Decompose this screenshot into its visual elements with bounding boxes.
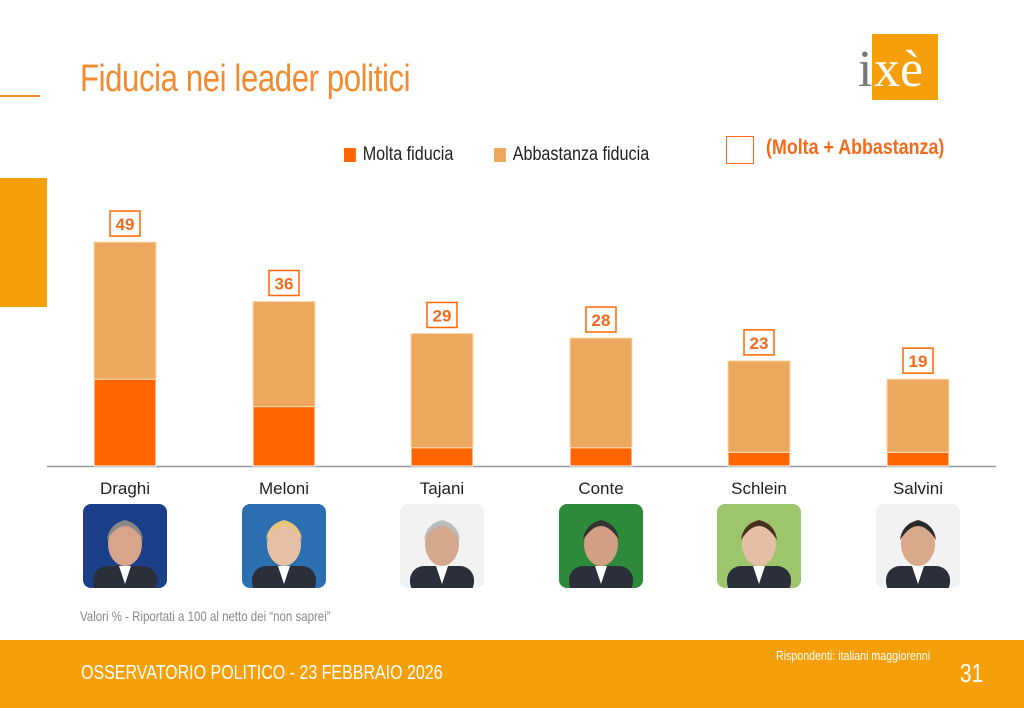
bar-molta-meloni: [252, 406, 316, 467]
total-label-box: [109, 210, 141, 237]
leader-photo-schlein: [717, 504, 801, 588]
bar-abbastanza-draghi: [93, 241, 157, 380]
leader-photo-draghi: [83, 504, 167, 588]
total-label-salvini: 19: [909, 352, 928, 371]
leader-name-schlein: Schlein: [731, 479, 787, 498]
bar-abbastanza-tajani: [410, 332, 474, 449]
bar-abbastanza-meloni: [252, 300, 316, 408]
bar-molta-schlein: [727, 451, 791, 467]
total-label-box: [426, 301, 458, 329]
page-number: 31: [960, 658, 984, 688]
legend-swatch-abbastanza: [494, 148, 506, 162]
page-title: Fiducia nei leader politici: [80, 58, 411, 100]
leader-name-conte: Conte: [578, 479, 624, 498]
leader-name-meloni: Meloni: [258, 479, 310, 498]
total-label-box: [585, 306, 617, 333]
total-label-box: [268, 269, 300, 297]
leader-name-tajani: Tajani: [419, 479, 465, 498]
legend-molta: Molta fiducia: [344, 144, 453, 166]
bar-molta-draghi: [93, 378, 157, 467]
total-label-meloni: 36: [275, 274, 294, 293]
bar-abbastanza-conte: [569, 337, 633, 449]
footer-title: OSSERVATORIO POLITICO - 23 FEBBRAIO 2026: [81, 662, 443, 684]
leader-photo-tajani: [400, 504, 484, 588]
leader-photo-meloni: [242, 504, 326, 588]
side-accent-block: [0, 178, 47, 307]
svg-text:i: i: [858, 41, 872, 98]
legend-swatch-molta: [344, 148, 356, 162]
bar-molta-salvini: [886, 451, 950, 467]
legend-label-abbastanza: Abbastanza fiducia: [512, 144, 650, 165]
bar-abbastanza-salvini: [886, 378, 950, 453]
footer-bar: [0, 640, 1024, 708]
leader-photo-salvini: [876, 504, 960, 588]
leader-name-draghi: Draghi: [99, 479, 151, 498]
bar-molta-conte: [569, 447, 633, 467]
footer-respondents: Rispondenti: italiani maggiorenni: [776, 648, 931, 663]
leader-name-salvini: Salvini: [892, 479, 944, 498]
title-rule: [0, 95, 40, 97]
leader-photo-conte: [559, 504, 643, 588]
ixe-logo: i xè: [858, 34, 938, 100]
svg-text:xè: xè: [874, 41, 923, 98]
legend-abbastanza: Abbastanza fiducia: [494, 144, 649, 166]
legend-swatch-total: [726, 136, 754, 164]
total-label-schlein: 23: [750, 334, 769, 353]
total-label-draghi: 49: [116, 215, 135, 234]
total-label-box: [743, 329, 775, 356]
legend-label-molta: Molta fiducia: [362, 144, 454, 165]
total-label-tajani: 29: [433, 306, 452, 325]
total-label-box: [902, 347, 934, 374]
legend-label-total: (Molta + Abbastanza): [766, 136, 945, 159]
bar-abbastanza-schlein: [727, 360, 791, 453]
bar-molta-tajani: [410, 447, 474, 467]
footnote: Valori % - Riportati a 100 al netto dei …: [80, 608, 331, 624]
total-label-conte: 28: [592, 311, 611, 330]
bar-chart: 49 36 29 28 23 19: [47, 210, 996, 468]
